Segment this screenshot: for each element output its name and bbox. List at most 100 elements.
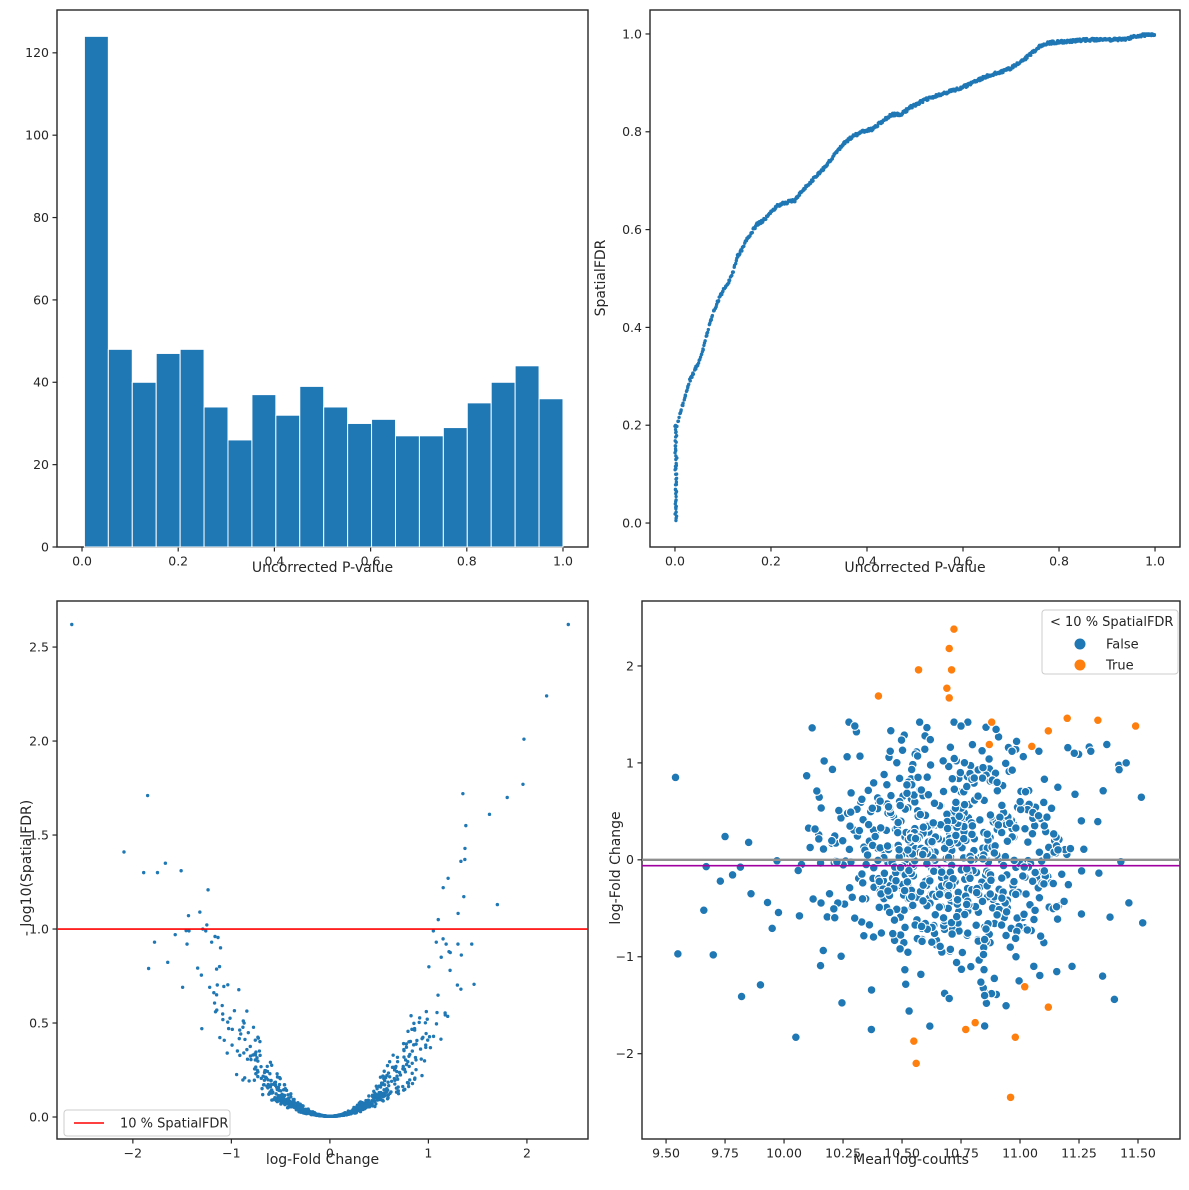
data-point bbox=[944, 880, 954, 891]
data-point bbox=[989, 973, 1000, 984]
data-point bbox=[282, 1083, 287, 1087]
data-point bbox=[222, 984, 226, 989]
data-point bbox=[735, 862, 746, 872]
data-point bbox=[1065, 843, 1076, 854]
data-point bbox=[443, 1011, 447, 1015]
data-point bbox=[918, 896, 928, 906]
data-point bbox=[1048, 878, 1059, 889]
data-point bbox=[187, 929, 191, 933]
data-point bbox=[220, 1003, 224, 1008]
data-point bbox=[944, 837, 955, 848]
data-point bbox=[943, 761, 954, 772]
data-point bbox=[913, 772, 923, 783]
data-point bbox=[431, 1034, 436, 1039]
data-point bbox=[204, 929, 208, 933]
histogram-bar bbox=[371, 418, 396, 548]
data-point bbox=[683, 394, 688, 398]
data-point bbox=[861, 859, 872, 870]
data-point bbox=[395, 1074, 399, 1078]
data-point bbox=[674, 476, 679, 480]
data-point bbox=[1015, 796, 1025, 807]
data-point bbox=[986, 875, 996, 886]
data-point bbox=[864, 920, 875, 930]
x-tick-label: 11.25 bbox=[1061, 1146, 1097, 1161]
data-point bbox=[373, 1091, 377, 1096]
data-point bbox=[1136, 792, 1147, 803]
x-tick-label: −1 bbox=[222, 1146, 240, 1161]
x-tick-label: 1.0 bbox=[1145, 554, 1165, 569]
histogram-bar bbox=[251, 394, 277, 548]
ma-plot-axes: 9.50 9.75 10.00 10.25 10.50 10.75 11.00 11.25 11… bbox=[616, 600, 1181, 1161]
histogram-bars bbox=[83, 35, 564, 548]
data-point bbox=[687, 382, 691, 387]
x-tick-label: 9.50 bbox=[652, 1146, 680, 1161]
data-point bbox=[731, 270, 735, 274]
data-point bbox=[826, 835, 837, 846]
data-point bbox=[993, 820, 1004, 830]
data-point bbox=[221, 1017, 225, 1022]
data-point bbox=[431, 929, 436, 933]
data-point bbox=[456, 911, 460, 916]
data-point bbox=[270, 1063, 274, 1067]
data-point bbox=[959, 757, 970, 768]
data-point bbox=[1097, 971, 1108, 981]
data-point bbox=[522, 737, 526, 741]
data-point bbox=[1010, 933, 1021, 944]
data-point bbox=[417, 1020, 421, 1025]
data-point bbox=[206, 888, 210, 892]
data-point bbox=[382, 1083, 387, 1087]
data-point bbox=[402, 1067, 406, 1071]
data-point bbox=[226, 983, 230, 987]
data-point bbox=[413, 1055, 418, 1060]
data-point bbox=[435, 1010, 439, 1015]
data-point bbox=[929, 798, 940, 809]
data-point bbox=[1052, 914, 1063, 924]
data-point bbox=[273, 1096, 277, 1100]
data-point bbox=[1105, 912, 1115, 922]
fdr-curve-axes: 0.0 0.2 0.4 0.6 0.8 1.0 0.0 0.2 0.4 0.6 0.8 1.0 bbox=[622, 9, 1181, 569]
data-point bbox=[846, 788, 856, 798]
data-point bbox=[674, 498, 678, 502]
data-point bbox=[282, 1101, 286, 1106]
data-point bbox=[280, 1093, 284, 1098]
data-point bbox=[858, 930, 869, 941]
legend-box bbox=[63, 1109, 231, 1137]
data-point bbox=[740, 248, 744, 253]
y-tick-label: 0 bbox=[626, 852, 634, 867]
data-point bbox=[122, 850, 126, 854]
data-point bbox=[221, 1012, 225, 1016]
data-point bbox=[764, 217, 768, 221]
data-point bbox=[268, 1060, 273, 1064]
data-point bbox=[899, 885, 910, 896]
data-point bbox=[688, 379, 692, 383]
data-point bbox=[904, 865, 914, 876]
data-point bbox=[256, 1074, 260, 1079]
data-point bbox=[977, 745, 987, 756]
data-point bbox=[942, 823, 953, 834]
data-point bbox=[674, 494, 678, 499]
data-point bbox=[919, 744, 930, 755]
data-point bbox=[811, 786, 822, 796]
data-point bbox=[1015, 804, 1026, 815]
data-point bbox=[248, 1054, 253, 1058]
data-point bbox=[410, 1071, 414, 1076]
data-point bbox=[855, 751, 865, 762]
data-point bbox=[341, 1113, 345, 1117]
data-point bbox=[947, 773, 958, 784]
data-point bbox=[277, 1082, 282, 1087]
data-point bbox=[930, 909, 941, 920]
volcano-ylabel: - log10(SpatialFDR) bbox=[19, 799, 35, 937]
histogram-bar bbox=[131, 381, 157, 548]
data-point bbox=[441, 885, 445, 890]
data-point bbox=[1022, 925, 1033, 935]
data-point bbox=[935, 941, 945, 952]
data-point bbox=[965, 873, 975, 884]
data-point bbox=[879, 868, 890, 879]
data-point bbox=[243, 1037, 247, 1042]
data-point bbox=[459, 859, 463, 864]
data-point bbox=[975, 815, 985, 825]
data-point bbox=[979, 964, 989, 975]
data-point bbox=[674, 454, 678, 458]
data-point bbox=[956, 721, 966, 731]
data-point bbox=[1085, 746, 1096, 757]
